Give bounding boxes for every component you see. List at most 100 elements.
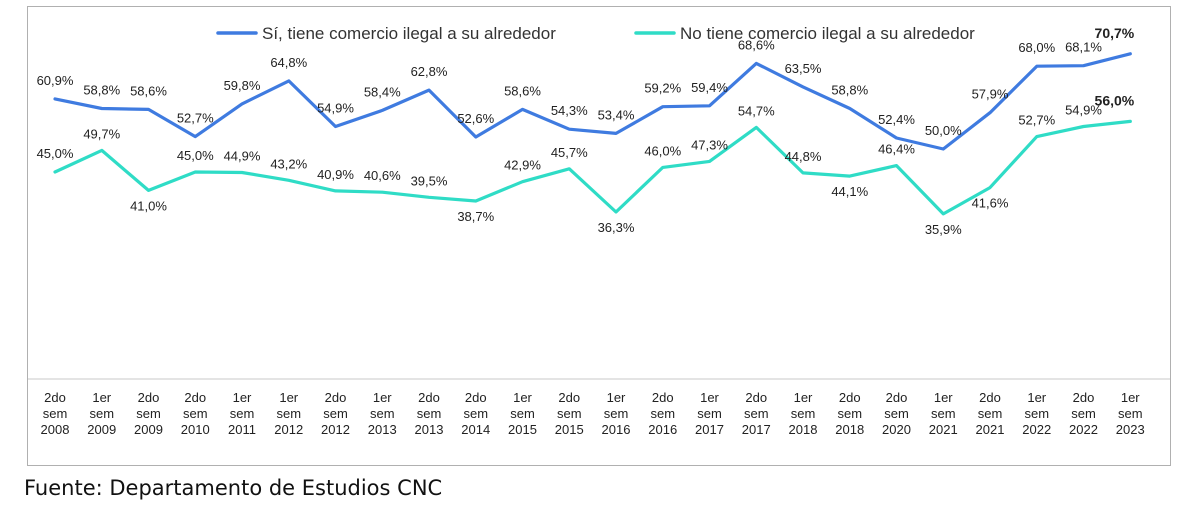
data-label-series1: 52,4% [878, 112, 915, 127]
x-tick-line: sem [323, 406, 348, 421]
data-label-series2: 40,9% [317, 167, 354, 182]
data-label-series2: 36,3% [598, 220, 635, 235]
data-label-series2: 43,2% [270, 156, 307, 171]
x-tick-line: 2do [465, 390, 487, 405]
x-tick-line: sem [463, 406, 488, 421]
data-label-series1: 60,9% [37, 73, 74, 88]
x-tick-line: sem [89, 406, 114, 421]
x-tick-line: 2022 [1022, 422, 1051, 437]
x-tick-label: 1er sem 2017 [695, 390, 724, 437]
data-label-series2: 45,0% [37, 146, 74, 161]
x-tick-line: sem [884, 406, 909, 421]
source-note: Fuente: Departamento de Estudios CNC [24, 476, 443, 500]
x-tick-line: 1er [1027, 390, 1046, 405]
x-tick-line: 2015 [508, 422, 537, 437]
data-label-series2: 45,0% [177, 148, 214, 163]
x-tick-label: 2do sem 2021 [976, 390, 1005, 437]
x-tick-line: 2016 [648, 422, 677, 437]
x-tick-line: sem [931, 406, 956, 421]
x-tick-line: sem [837, 406, 862, 421]
x-tick-line: 2017 [742, 422, 771, 437]
data-label-series1: 59,4% [691, 80, 728, 95]
x-tick-line: sem [1118, 406, 1143, 421]
x-tick-line: sem [136, 406, 161, 421]
x-tick-line: 2do [558, 390, 580, 405]
x-tick-line: 2011 [228, 422, 256, 437]
x-tick-line: 2021 [976, 422, 1005, 437]
x-tick-line: 2018 [835, 422, 864, 437]
x-tick-line: 1er [233, 390, 252, 405]
data-label-series2: 41,6% [972, 196, 1009, 211]
series-line-2 [53, 119, 1132, 216]
data-label-series1: 54,3% [551, 103, 588, 118]
x-tick-line: 1er [700, 390, 719, 405]
x-tick-label: 2do sem 2022 [1069, 390, 1098, 437]
x-tick-line: 2013 [415, 422, 444, 437]
data-label-series2: 49,7% [83, 126, 120, 141]
data-label-series2: 46,4% [878, 142, 915, 157]
x-tick-line: 1er [373, 390, 392, 405]
series-line-1 [53, 52, 1132, 151]
x-tick-label: 1er sem 2015 [508, 390, 537, 437]
data-label-series1: 52,6% [457, 111, 494, 126]
x-tick-line: 2010 [181, 422, 210, 437]
legend-label-1: Sí, tiene comercio ilegal a su alrededor [262, 24, 556, 43]
data-label-series1: 63,5% [785, 61, 822, 76]
x-tick-line: 2do [138, 390, 160, 405]
x-tick-line: sem [978, 406, 1003, 421]
x-tick-line: 1er [279, 390, 298, 405]
x-tick-line: 2012 [274, 422, 303, 437]
data-label-series1: 58,6% [130, 83, 167, 98]
x-tick-label: 2do sem 2015 [555, 390, 584, 437]
data-label-series2: 44,1% [831, 184, 868, 199]
data-label-series2: 44,9% [224, 148, 261, 163]
data-label-series1: 59,2% [644, 81, 681, 96]
data-label-series1: 59,8% [224, 78, 261, 93]
x-tick-line: 2do [745, 390, 767, 405]
x-tick-label: 2do sem 2013 [415, 390, 444, 437]
data-label-series2: 39,5% [411, 173, 448, 188]
x-tick-line: 2008 [41, 422, 70, 437]
x-tick-line: 1er [607, 390, 626, 405]
x-tick-label: 1er sem 2009 [87, 390, 116, 437]
x-tick-line: 2013 [368, 422, 397, 437]
x-tick-line: sem [183, 406, 208, 421]
data-label-series2: 52,7% [1018, 113, 1055, 128]
data-label-series2: 35,9% [925, 222, 962, 237]
x-tick-label: 2do sem 2010 [181, 390, 210, 437]
x-tick-line: sem [697, 406, 722, 421]
x-tick-line: sem [604, 406, 629, 421]
x-tick-line: sem [276, 406, 301, 421]
x-tick-line: 2018 [789, 422, 818, 437]
x-tick-line: 1er [513, 390, 532, 405]
x-tick-line: 2do [1073, 390, 1095, 405]
x-tick-label: 2do sem 2016 [648, 390, 677, 437]
x-tick-label: 1er sem 2012 [274, 390, 303, 437]
data-label-series1: 68,6% [738, 37, 775, 52]
x-tick-line: 1er [92, 390, 111, 405]
data-label-series2: 40,6% [364, 168, 401, 183]
x-tick-line: sem [791, 406, 816, 421]
data-label-series1: 68,1% [1065, 40, 1102, 55]
data-label-series2: 54,9% [1065, 102, 1102, 117]
x-tick-label: 1er sem 2013 [368, 390, 397, 437]
line-chart: Sí, tiene comercio ilegal a su alrededor… [28, 24, 1170, 437]
x-tick-line: 2012 [321, 422, 350, 437]
x-tick-line: 2do [652, 390, 674, 405]
data-label-series2: 42,9% [504, 158, 541, 173]
x-tick-line: 2014 [461, 422, 490, 437]
x-tick-label: 1er sem 2022 [1022, 390, 1051, 437]
data-label-series2: 56,0% [1095, 92, 1135, 108]
x-tick-line: 2016 [602, 422, 631, 437]
x-tick-label: 2do sem 2014 [461, 390, 490, 437]
data-label-series1: 52,7% [177, 111, 214, 126]
x-tick-label: 2do sem 2017 [742, 390, 771, 437]
x-tick-line: 2do [886, 390, 908, 405]
data-label-series1: 70,7% [1095, 25, 1135, 41]
x-tick-line: 2do [418, 390, 440, 405]
x-tick-line: sem [650, 406, 675, 421]
x-tick-line: sem [1071, 406, 1096, 421]
x-tick-label: 1er sem 2021 [929, 390, 958, 437]
x-tick-line: 2022 [1069, 422, 1098, 437]
